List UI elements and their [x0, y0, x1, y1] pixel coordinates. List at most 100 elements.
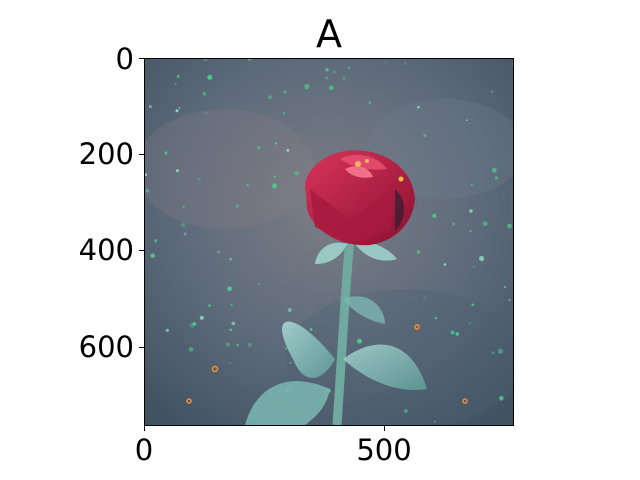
- sparkle-dot: [205, 112, 208, 115]
- sparkle-dot: [332, 70, 336, 74]
- sparkle-dot: [494, 176, 499, 180]
- sparkle-dot: [287, 307, 292, 313]
- sparkles: [145, 59, 513, 423]
- sparkle-dot: [258, 283, 260, 286]
- sparkle-dot: [178, 107, 181, 109]
- xtick-label: 500: [356, 433, 412, 467]
- sparkle-dot: [347, 66, 351, 70]
- ytick-label: 200: [78, 137, 134, 171]
- sparkle-dot: [150, 253, 155, 258]
- sparkle-dot: [183, 232, 187, 236]
- sparkle-dot: [175, 169, 180, 173]
- sparkle-dot: [149, 105, 152, 108]
- sparkle-dot: [274, 142, 278, 145]
- sparkle-dot: [283, 90, 287, 94]
- sparkle-dot: [325, 68, 329, 72]
- sparkle-dot: [417, 105, 420, 109]
- ytick-label: 600: [78, 330, 134, 364]
- sparkle-dot: [511, 63, 513, 65]
- sparkle-dot: [404, 62, 407, 66]
- sparkle-dot: [228, 361, 231, 365]
- sparkle-dot: [416, 250, 421, 254]
- sparkle-dot: [198, 178, 201, 181]
- sparkle-dot: [469, 209, 473, 213]
- sparkle-dot: [357, 338, 362, 344]
- sparkle-dot: [385, 61, 387, 63]
- sepal: [355, 242, 397, 261]
- sparkle-dot: [246, 184, 249, 187]
- sparkle-dot: [423, 296, 426, 299]
- sparkle-dot: [482, 221, 488, 227]
- sparkle-dot: [503, 285, 507, 289]
- sparkle-dot: [465, 119, 468, 121]
- sparkle-dot: [479, 255, 485, 262]
- leaf: [343, 296, 385, 324]
- sparkle-dot: [271, 183, 278, 189]
- sparkle-dot: [491, 167, 497, 173]
- sparkle-dot: [289, 361, 292, 364]
- sparkle-dot: [304, 84, 310, 90]
- rose-image: [145, 59, 513, 425]
- sparkle-dot: [174, 82, 177, 86]
- sparkle-dot: [433, 420, 436, 423]
- sparkle-dot: [491, 351, 495, 355]
- figure-title: A: [316, 12, 342, 56]
- sparkle-dot: [235, 204, 239, 208]
- ytick-mark: [139, 58, 144, 59]
- sepal: [315, 242, 347, 264]
- ytick-mark: [139, 347, 144, 348]
- leaf: [245, 381, 330, 425]
- sparkle-dot: [202, 91, 207, 96]
- sparkle-dot: [175, 109, 179, 113]
- sparkle-dot: [434, 316, 438, 320]
- sparkle-dot: [507, 223, 512, 229]
- sparkle-dot: [229, 257, 232, 261]
- sparkle-dot: [286, 149, 290, 152]
- sparkle-dot: [325, 76, 329, 80]
- sparkle-dot: [468, 322, 471, 325]
- sparkle-dot: [164, 151, 168, 155]
- ytick-label: 0: [115, 42, 134, 76]
- sparkle-dot: [451, 222, 456, 226]
- sparkle-dot: [231, 321, 236, 326]
- sparkle-dot: [273, 175, 276, 178]
- sparkle-dot: [257, 146, 261, 150]
- xtick-mark: [144, 426, 145, 431]
- sparkle-dot: [180, 222, 186, 228]
- sparkle-dot: [450, 330, 455, 335]
- ytick-mark: [139, 154, 144, 155]
- leaf: [343, 344, 427, 390]
- sparkle-dot: [469, 230, 472, 233]
- sparkle-dot: [230, 303, 233, 306]
- sparkle-dot: [328, 85, 334, 91]
- sparkle-dot: [499, 395, 504, 401]
- ytick-mark: [139, 250, 144, 251]
- sparkle-dot: [229, 328, 232, 332]
- sparkle-dot: [199, 315, 204, 320]
- sparkle-dot: [404, 409, 408, 413]
- sparkle-dot: [207, 74, 213, 80]
- sparkle-dot: [247, 59, 251, 61]
- sparkle-dot: [192, 322, 197, 326]
- image-axes: [144, 58, 514, 426]
- sparkle-dot: [165, 328, 169, 332]
- sparkle-dot: [368, 101, 372, 104]
- sparkle-dot: [247, 342, 252, 347]
- stem: [332, 238, 355, 425]
- sparkle-dot: [423, 134, 427, 137]
- sparkle-dot: [309, 328, 313, 331]
- sparkle-dot: [145, 188, 150, 193]
- sparkle-dot: [203, 59, 208, 62]
- sparkle-dot: [473, 266, 475, 268]
- sparkle-dot: [471, 303, 475, 307]
- sparkle-dot: [324, 263, 327, 266]
- sparkle-dot: [145, 173, 148, 176]
- xtick-label: 0: [134, 433, 154, 467]
- sparkle-dot: [154, 239, 158, 243]
- sparkle-dot: [490, 90, 494, 94]
- sparkle-dot: [508, 299, 511, 302]
- sparkle-dot: [294, 171, 300, 176]
- sparkle-dot: [432, 213, 437, 218]
- sparkle-dot: [227, 286, 232, 292]
